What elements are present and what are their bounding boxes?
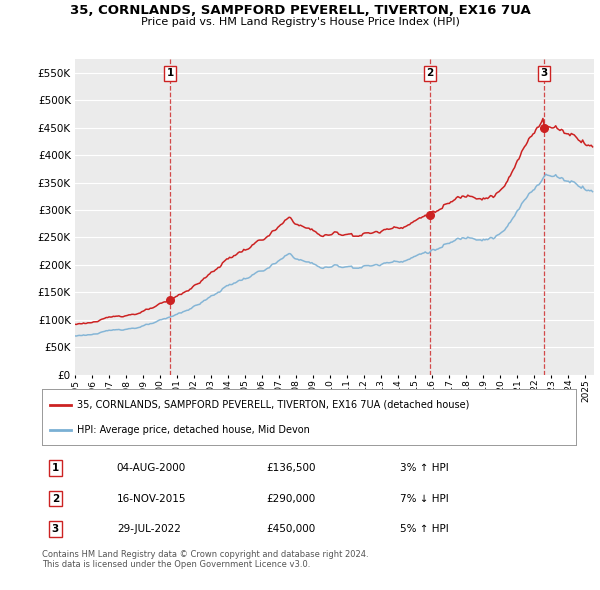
Text: 3: 3 xyxy=(52,524,59,534)
Text: £136,500: £136,500 xyxy=(266,463,316,473)
Text: 35, CORNLANDS, SAMPFORD PEVERELL, TIVERTON, EX16 7UA (detached house): 35, CORNLANDS, SAMPFORD PEVERELL, TIVERT… xyxy=(77,399,469,409)
Text: 7% ↓ HPI: 7% ↓ HPI xyxy=(400,494,449,503)
Text: 2: 2 xyxy=(52,494,59,503)
Text: 1: 1 xyxy=(52,463,59,473)
Text: Contains HM Land Registry data © Crown copyright and database right 2024.
This d: Contains HM Land Registry data © Crown c… xyxy=(42,550,368,569)
Text: Price paid vs. HM Land Registry's House Price Index (HPI): Price paid vs. HM Land Registry's House … xyxy=(140,17,460,27)
Text: £290,000: £290,000 xyxy=(266,494,316,503)
Text: 04-AUG-2000: 04-AUG-2000 xyxy=(117,463,186,473)
Text: 2: 2 xyxy=(427,68,434,78)
Text: 29-JUL-2022: 29-JUL-2022 xyxy=(117,524,181,534)
Text: £450,000: £450,000 xyxy=(266,524,316,534)
Text: HPI: Average price, detached house, Mid Devon: HPI: Average price, detached house, Mid … xyxy=(77,425,310,435)
Text: 16-NOV-2015: 16-NOV-2015 xyxy=(117,494,186,503)
Text: 5% ↑ HPI: 5% ↑ HPI xyxy=(400,524,449,534)
Text: 3% ↑ HPI: 3% ↑ HPI xyxy=(400,463,449,473)
Text: 35, CORNLANDS, SAMPFORD PEVERELL, TIVERTON, EX16 7UA: 35, CORNLANDS, SAMPFORD PEVERELL, TIVERT… xyxy=(70,4,530,17)
Text: 1: 1 xyxy=(166,68,173,78)
Text: 3: 3 xyxy=(541,68,548,78)
